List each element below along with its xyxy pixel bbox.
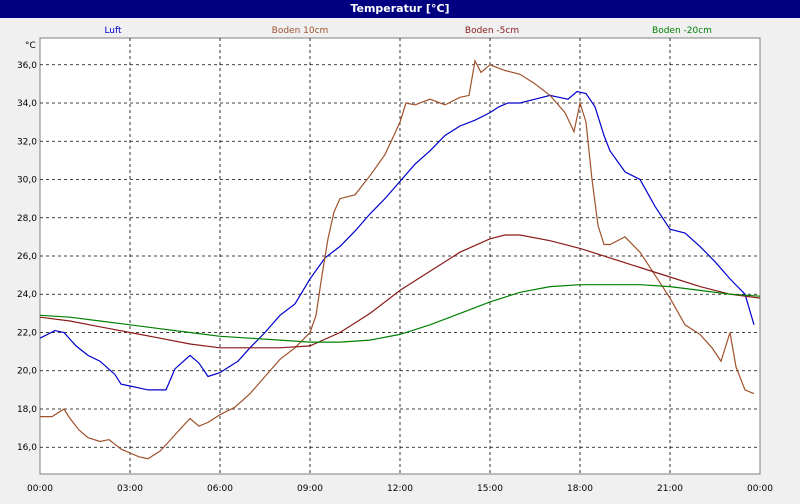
x-tick-time: 18:00: [567, 484, 593, 494]
chart-svg: 16,0 18,0 20,0 22,0 24,0 26,0 28,0 30,0 32,0 34,0…: [17, 26, 780, 504]
series-line-boden-10cm: [40, 59, 755, 460]
x-tick-time: 00:00: [747, 484, 773, 494]
legend-item: Boden 10cm: [272, 26, 329, 36]
series-line-boden-5cm: [39, 234, 761, 349]
y-tick-label: 26,0: [17, 252, 37, 262]
y-tick-label: 24,0: [17, 290, 37, 300]
y-tick-label: 36,0: [17, 61, 37, 71]
x-tick-time: 09:00: [297, 484, 323, 494]
y-axis-label: °C: [25, 41, 36, 51]
y-tick-label: 32,0: [17, 137, 37, 147]
y-tick-label: 18,0: [17, 405, 37, 415]
legend-item: Boden -5cm: [465, 26, 519, 36]
x-axis-ticks: 00:0013.08.2503:0013.08.2506:0013.08.250…: [20, 484, 780, 504]
x-tick-time: 15:00: [477, 484, 503, 494]
y-tick-label: 34,0: [17, 99, 37, 109]
y-tick-label: 22,0: [17, 328, 37, 338]
window-title: Temperatur [°C]: [0, 0, 800, 18]
series-line-boden-20cm: [39, 284, 761, 343]
x-tick-time: 00:00: [27, 484, 53, 494]
gridlines: [40, 38, 760, 474]
y-tick-label: 16,0: [17, 443, 37, 453]
legend: Luft Boden 10cm Boden -5cm Boden -20cm: [104, 26, 712, 36]
y-axis-ticks: 16,0 18,0 20,0 22,0 24,0 26,0 28,0 30,0 32,0 34,0…: [17, 61, 37, 453]
series-lines: [39, 59, 761, 460]
x-tick-time: 06:00: [207, 484, 233, 494]
x-tick-time: 03:00: [117, 484, 143, 494]
x-tick-time: 12:00: [387, 484, 413, 494]
y-tick-label: 20,0: [17, 367, 37, 377]
legend-item: Boden -20cm: [652, 26, 712, 36]
temperature-chart: 16,0 18,0 20,0 22,0 24,0 26,0 28,0 30,0 32,0 34,0…: [0, 18, 800, 504]
y-tick-label: 28,0: [17, 214, 37, 224]
legend-item: Luft: [104, 26, 122, 36]
y-tick-label: 30,0: [17, 176, 37, 186]
x-tick-time: 21:00: [657, 484, 683, 494]
series-line-luft: [39, 90, 755, 391]
